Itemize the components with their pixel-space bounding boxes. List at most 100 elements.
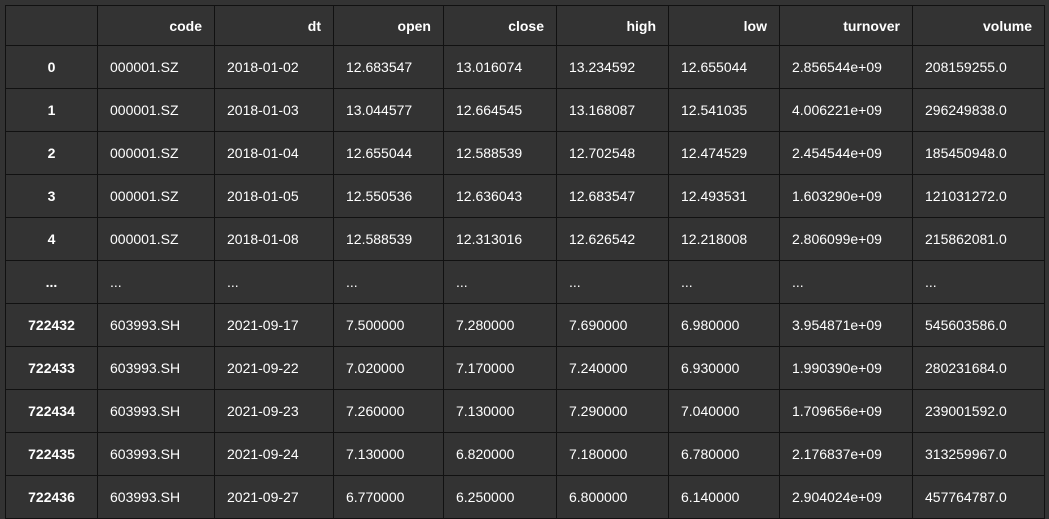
dataframe-output: code dt open close high low turnover vol… [5,5,1045,519]
column-header-code: code [97,5,215,46]
cell-low: 6.140000 [668,475,780,519]
row-index: 722434 [5,389,98,433]
cell-volume: 457764787.0 [912,475,1045,519]
row-index: ... [5,260,98,304]
cell-close: 12.664545 [443,88,557,132]
row-index: 722433 [5,346,98,390]
cell-turnover: 3.954871e+09 [779,303,913,347]
cell-open: 12.588539 [333,217,444,261]
cell-dt: 2018-01-04 [214,131,334,175]
cell-dt: 2018-01-03 [214,88,334,132]
cell-code: ... [97,260,215,304]
cell-volume: 121031272.0 [912,174,1045,218]
table-row: 0 000001.SZ 2018-01-02 12.683547 13.016074 13… [5,45,1045,89]
cell-code: 000001.SZ [97,88,215,132]
cell-volume: ... [912,260,1045,304]
cell-high: 7.180000 [556,432,669,476]
cell-close: ... [443,260,557,304]
cell-volume: 296249838.0 [912,88,1045,132]
cell-volume: 313259967.0 [912,432,1045,476]
cell-dt: 2021-09-22 [214,346,334,390]
cell-low: 12.493531 [668,174,780,218]
cell-close: 7.170000 [443,346,557,390]
cell-low: 12.218008 [668,217,780,261]
column-header-close: close [443,5,557,46]
cell-low: 12.655044 [668,45,780,89]
cell-close: 7.280000 [443,303,557,347]
cell-high: 12.683547 [556,174,669,218]
cell-turnover: 2.806099e+09 [779,217,913,261]
cell-open: 6.770000 [333,475,444,519]
cell-close: 12.313016 [443,217,557,261]
table-row: 1 000001.SZ 2018-01-03 13.044577 12.664545 13… [5,88,1045,132]
cell-low: 12.474529 [668,131,780,175]
cell-high: 12.626542 [556,217,669,261]
cell-open: 12.655044 [333,131,444,175]
dataframe-table: code dt open close high low turnover vol… [5,5,1045,519]
table-row: ........................... [5,260,1045,304]
cell-high: ... [556,260,669,304]
row-index: 3 [5,174,98,218]
row-index: 0 [5,45,98,89]
cell-code: 603993.SH [97,303,215,347]
cell-open: 12.683547 [333,45,444,89]
row-index: 722436 [5,475,98,519]
cell-volume: 280231684.0 [912,346,1045,390]
cell-turnover: 1.990390e+09 [779,346,913,390]
column-header-dt: dt [214,5,334,46]
cell-low: ... [668,260,780,304]
table-header: code dt open close high low turnover vol… [5,5,1045,46]
cell-turnover: 2.904024e+09 [779,475,913,519]
table-row: 722434 603993.SH 2021-09-23 7.260000 7.13000… [5,389,1045,433]
cell-turnover: 2.176837e+09 [779,432,913,476]
cell-open: 7.130000 [333,432,444,476]
cell-close: 6.250000 [443,475,557,519]
row-index: 4 [5,217,98,261]
cell-low: 6.980000 [668,303,780,347]
cell-code: 000001.SZ [97,45,215,89]
column-header-open: open [333,5,444,46]
cell-turnover: 4.006221e+09 [779,88,913,132]
cell-open: 12.550536 [333,174,444,218]
table-row: 2 000001.SZ 2018-01-04 12.655044 12.588539 12… [5,131,1045,175]
cell-turnover: 2.856544e+09 [779,45,913,89]
cell-close: 13.016074 [443,45,557,89]
cell-code: 603993.SH [97,389,215,433]
cell-close: 6.820000 [443,432,557,476]
cell-high: 12.702548 [556,131,669,175]
cell-code: 603993.SH [97,346,215,390]
table-row: 3 000001.SZ 2018-01-05 12.550536 12.636043 12… [5,174,1045,218]
cell-dt: 2021-09-24 [214,432,334,476]
row-index: 1 [5,88,98,132]
cell-open: 7.260000 [333,389,444,433]
column-header-low: low [668,5,780,46]
cell-code: 603993.SH [97,432,215,476]
column-header-high: high [556,5,669,46]
row-index: 2 [5,131,98,175]
cell-high: 13.168087 [556,88,669,132]
cell-high: 7.690000 [556,303,669,347]
table-row: 4 000001.SZ 2018-01-08 12.588539 12.313016 12… [5,217,1045,261]
row-index: 722432 [5,303,98,347]
cell-close: 12.588539 [443,131,557,175]
index-header [5,5,98,46]
cell-low: 7.040000 [668,389,780,433]
column-header-volume: volume [912,5,1045,46]
cell-close: 12.636043 [443,174,557,218]
cell-volume: 239001592.0 [912,389,1045,433]
cell-high: 7.290000 [556,389,669,433]
cell-dt: 2018-01-02 [214,45,334,89]
cell-turnover: 1.709656e+09 [779,389,913,433]
cell-turnover: ... [779,260,913,304]
row-index: 722435 [5,432,98,476]
cell-dt: 2021-09-17 [214,303,334,347]
cell-volume: 208159255.0 [912,45,1045,89]
cell-high: 7.240000 [556,346,669,390]
cell-dt: 2021-09-23 [214,389,334,433]
cell-code: 603993.SH [97,475,215,519]
cell-dt: 2021-09-27 [214,475,334,519]
cell-open: 7.500000 [333,303,444,347]
cell-code: 000001.SZ [97,217,215,261]
table-row: 722436 603993.SH 2021-09-27 6.770000 6.25000… [5,475,1045,519]
column-header-turnover: turnover [779,5,913,46]
